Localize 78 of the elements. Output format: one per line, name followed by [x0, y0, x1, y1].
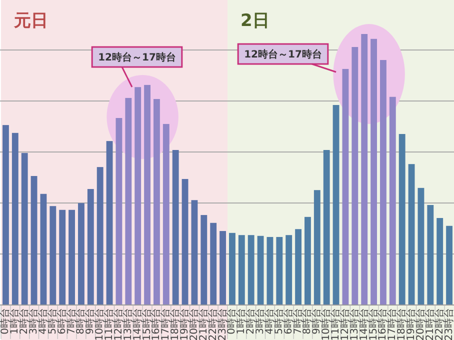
text: 2日: [240, 11, 270, 31]
bar: [314, 190, 320, 305]
x-tick-label: 21時台: [197, 308, 210, 340]
x-tick-label: 23時台: [216, 308, 228, 340]
bar: [361, 34, 368, 305]
bar: [116, 118, 122, 305]
bar: [106, 141, 113, 305]
annotation: 12時台～17時台: [98, 52, 176, 64]
bar: [172, 150, 179, 305]
bar: [342, 68, 349, 305]
bar: [408, 164, 415, 305]
bar: [304, 216, 311, 305]
x-tick-label: 15時台: [140, 308, 153, 340]
bar: [398, 134, 406, 305]
bar: [229, 232, 236, 305]
bar: [96, 167, 104, 305]
bar: [332, 105, 340, 305]
x-tick-label: 20時台: [414, 308, 426, 340]
bar: [30, 176, 38, 305]
x-tick-label: 22時台: [433, 308, 446, 340]
bar: [295, 229, 302, 305]
bar: [436, 218, 444, 305]
text: 元日: [13, 11, 48, 31]
x-tick-label: 14時台: [131, 308, 144, 340]
bar: [418, 188, 424, 305]
x-tick-label: 12時台: [338, 308, 351, 340]
bar: [21, 152, 28, 305]
bar: [154, 99, 160, 305]
bar: [200, 215, 208, 305]
bar: [12, 132, 18, 305]
x-tick-label: 4時台: [263, 308, 276, 334]
bar: [2, 125, 9, 305]
bar: [257, 236, 264, 305]
bar: [125, 98, 132, 305]
bar: [220, 231, 226, 305]
bar: [446, 226, 452, 305]
x-tick-label: 23時台: [442, 308, 454, 340]
bar: [266, 236, 274, 305]
bar: [144, 84, 150, 305]
bar: [40, 194, 47, 305]
x-tick-label: 13時台: [348, 308, 360, 340]
bar: [68, 210, 75, 305]
x-tick-label: 21時台: [424, 308, 436, 340]
x-tick-label: 6時台: [56, 308, 68, 334]
bar: [50, 206, 56, 305]
x-tick-label: 5時台: [46, 308, 58, 334]
x-tick-label: 20時台: [188, 308, 200, 340]
bar: [427, 205, 434, 305]
bar: [78, 203, 84, 305]
bar: [238, 235, 245, 305]
x-tick-label: 7時台: [65, 308, 78, 334]
bar: [134, 87, 142, 305]
x-tick-label: 5時台: [272, 308, 285, 334]
x-tick-label: 6時台: [282, 308, 294, 334]
bar: [380, 60, 386, 305]
callout: 12時台～17時台: [237, 43, 336, 73]
bar: [210, 222, 217, 305]
x-tick-label: 22時台: [206, 308, 219, 340]
bar: [162, 124, 170, 305]
x-tick-label: 15時台: [367, 308, 380, 340]
bar: [276, 236, 283, 305]
bar: [389, 96, 396, 305]
bar: [323, 150, 330, 305]
annotation: 12時台～17時台: [244, 48, 322, 60]
x-tick-label: 4時台: [36, 308, 49, 334]
bar: [370, 38, 377, 305]
bar: [59, 210, 66, 305]
bar: [182, 178, 188, 305]
bar: [191, 200, 198, 305]
x-tick-label: 14時台: [358, 308, 370, 340]
bar: [286, 235, 292, 305]
x-tick-label: 12時台: [112, 308, 124, 340]
callout: 12時台～17時台: [91, 46, 183, 88]
bar: [352, 47, 358, 305]
x-tick-label: 13時台: [122, 308, 134, 340]
bar: [87, 189, 94, 305]
x-tick-label: 7時台: [292, 308, 304, 334]
bar: [248, 235, 254, 305]
